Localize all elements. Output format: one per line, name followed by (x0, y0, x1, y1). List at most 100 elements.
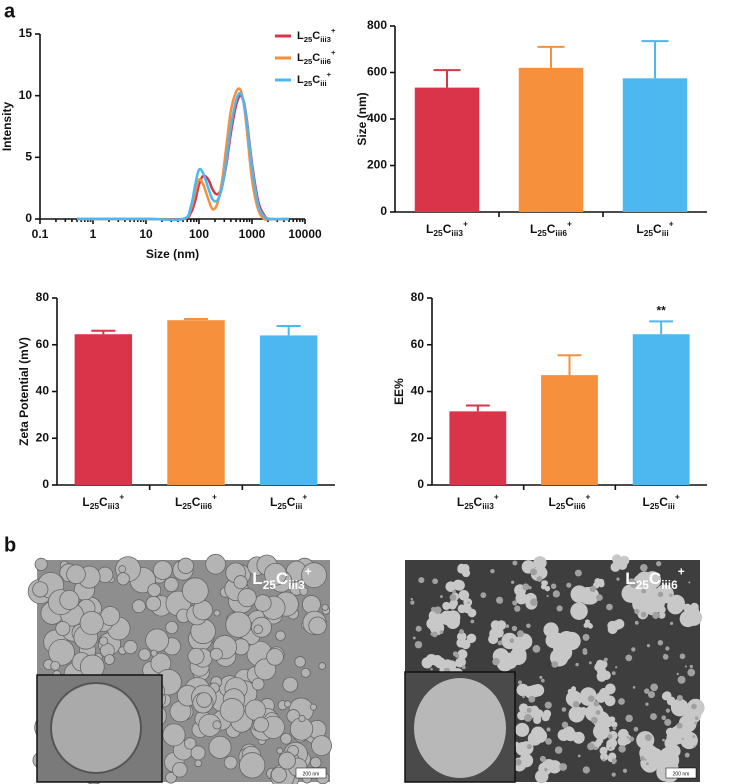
particle (582, 650, 588, 655)
particle (528, 695, 536, 703)
particle (470, 619, 475, 624)
particle (162, 723, 186, 747)
particle (528, 586, 532, 590)
particle (644, 758, 647, 761)
particle (284, 700, 292, 708)
particle (566, 582, 572, 588)
x-tick-label: L25Ciii6+ (175, 492, 217, 512)
particle (612, 726, 617, 731)
particle (664, 718, 672, 726)
x-tick-label: 1 (90, 227, 97, 241)
particle (514, 758, 522, 766)
x-tick-label: 0.1 (32, 227, 49, 241)
particle (625, 714, 633, 723)
particle (480, 592, 487, 599)
particle (116, 572, 130, 586)
particle (662, 738, 665, 742)
particle (581, 587, 600, 605)
bar (541, 375, 598, 485)
particle (452, 589, 456, 594)
particle (652, 611, 660, 619)
legend-label: L25Ciii+ (297, 70, 332, 88)
y-tick-label: 0 (42, 477, 49, 491)
particle (612, 554, 622, 564)
particle (656, 560, 662, 567)
bar (74, 334, 133, 485)
particle (278, 751, 296, 770)
particle (542, 580, 548, 586)
particle (104, 654, 115, 665)
particle (118, 565, 127, 574)
micrographs: L25Ciii3+ 200 nm L25Ciii6+ 200 nm (27, 553, 705, 784)
particle (439, 630, 444, 635)
particle (616, 577, 620, 581)
y-tick-label: 40 (36, 384, 50, 398)
particle (628, 578, 635, 584)
particle (660, 750, 680, 770)
particle (640, 611, 647, 618)
x-tick-label: 100 (189, 227, 209, 241)
particle (550, 583, 557, 589)
particle (545, 632, 561, 649)
particle (557, 729, 570, 742)
particle (467, 601, 470, 604)
particle (640, 599, 652, 611)
inset-particle (50, 682, 142, 774)
bar (414, 87, 480, 212)
particle (661, 715, 667, 721)
particle (412, 636, 416, 640)
particle (223, 755, 238, 770)
particle (458, 589, 470, 601)
particle (301, 562, 327, 589)
legend-label: L25Ciii3+ (297, 26, 336, 44)
y-axis-label: EE% (392, 378, 406, 405)
scale-bar-label: 200 nm (673, 771, 690, 777)
particle (99, 636, 109, 646)
legend-label: L25Ciii6+ (297, 48, 336, 66)
y-axis-label: Size (nm) (355, 92, 369, 145)
particle (301, 595, 321, 614)
particle (509, 638, 515, 644)
particle (449, 594, 457, 601)
particle (511, 625, 518, 632)
particle (514, 605, 521, 612)
particle (294, 656, 306, 668)
panel-label: a (4, 0, 16, 22)
particle (491, 622, 502, 633)
particle (237, 588, 257, 608)
particle (526, 623, 531, 629)
particle (208, 735, 232, 759)
particle (621, 584, 641, 603)
x-tick-label: L25Ciii6+ (549, 492, 591, 512)
particle (611, 772, 616, 777)
particle (677, 675, 686, 684)
particle (516, 683, 530, 697)
particle (546, 594, 549, 598)
particle (515, 742, 530, 756)
particle (556, 605, 563, 612)
particle (629, 736, 635, 742)
particle (644, 734, 652, 742)
particle (660, 585, 664, 588)
particle (657, 640, 664, 646)
particle (646, 644, 651, 648)
particle (251, 677, 265, 691)
particle (59, 589, 80, 610)
particle (669, 593, 673, 597)
particle (66, 564, 86, 585)
y-tick-label: 20 (411, 430, 425, 444)
particle (606, 603, 613, 611)
particle (559, 763, 568, 771)
bar (259, 335, 318, 485)
particle (205, 553, 226, 575)
particle (626, 736, 629, 739)
particle (561, 707, 567, 712)
particle (687, 668, 696, 677)
particle (594, 578, 601, 585)
particle (607, 624, 618, 635)
particle (611, 671, 616, 676)
particle (48, 638, 75, 666)
particle (533, 556, 547, 570)
particle (163, 577, 179, 592)
micrograph-label: L25Ciii3+ (252, 564, 311, 592)
